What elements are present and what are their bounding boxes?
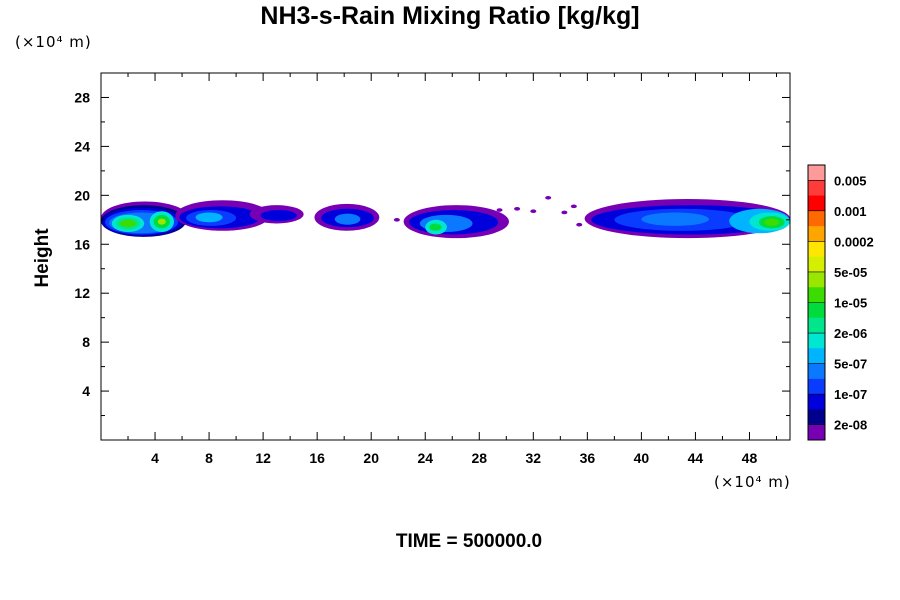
- contour-speck: [561, 210, 568, 215]
- contour-blob: [429, 223, 442, 231]
- contour-speck: [393, 218, 400, 222]
- colorbar-label: 2e-08: [834, 418, 867, 433]
- y-tick-label: 4: [82, 383, 90, 399]
- y-tick-labels: 4 8 12 16 20 24 28: [74, 89, 90, 399]
- colorbar-swatch: [808, 241, 825, 258]
- x-axis-unit: (×10⁴ m): [714, 473, 791, 491]
- contour-speck: [496, 208, 503, 212]
- colorbar-swatch: [808, 256, 825, 273]
- colorbar-swatch: [808, 287, 825, 303]
- colorbar-label: 5e-05: [834, 265, 867, 280]
- colorbar-swatch: [808, 409, 825, 426]
- colorbar-label: 1e-07: [834, 387, 867, 402]
- colorbar-label: 0.0002: [834, 234, 874, 249]
- colorbar-label: 0.005: [834, 173, 867, 188]
- x-tick-label: 44: [688, 450, 704, 466]
- colorbar-swatch: [808, 363, 825, 380]
- contour-blob: [334, 213, 361, 225]
- contour-speck: [219, 202, 226, 206]
- x-tick-label: 24: [417, 450, 433, 466]
- x-tick-label: 32: [526, 450, 542, 466]
- y-tick-label: 8: [82, 334, 90, 350]
- contour-speck: [545, 195, 552, 200]
- colorbar-swatch: [808, 348, 825, 365]
- x-tick-label: 28: [471, 450, 487, 466]
- y-tick-label: 24: [74, 138, 90, 154]
- x-tick-labels: 4 8 12 16 20 24 28 32 36 40 44 48: [151, 450, 757, 466]
- colorbar-label: 1e-05: [834, 296, 867, 311]
- time-label: TIME = 500000.0: [395, 531, 543, 552]
- colorbar-swatch: [808, 271, 825, 288]
- colorbar-swatch: [808, 378, 825, 395]
- colorbar-swatch: [808, 195, 825, 212]
- colorbar-swatch: [808, 165, 825, 181]
- colorbar-swatch: [808, 394, 825, 410]
- colorbar-swatch: [808, 210, 825, 227]
- colorbar-swatch: [808, 424, 825, 441]
- colorbar-swatch: [808, 180, 825, 197]
- x-tick-label: 36: [580, 450, 596, 466]
- y-tick-label: 28: [74, 89, 90, 105]
- y-tick-label: 20: [74, 187, 90, 203]
- contour-speck: [570, 204, 577, 209]
- y-axis-unit: (×10⁴ m): [15, 33, 92, 51]
- colorbar-label: 2e-06: [834, 326, 867, 341]
- x-tick-label: 16: [309, 450, 325, 466]
- x-tick-label: 12: [255, 450, 271, 466]
- colorbar: 0.005 0.001 0.0002 5e-05 1e-05 2e-06 5e-07 1e-0…: [807, 164, 874, 441]
- colorbar-swatch: [808, 317, 825, 334]
- y-tick-label: 12: [74, 285, 90, 301]
- contour-blob: [119, 219, 137, 228]
- colorbar-swatch: [808, 226, 825, 242]
- contour-blob: [764, 218, 780, 226]
- tick-marks: [101, 73, 790, 440]
- x-tick-label: 4: [151, 450, 159, 466]
- x-tick-label: 20: [363, 450, 379, 466]
- plot-frame: [100, 72, 791, 441]
- colorbar-swatch: [808, 302, 825, 319]
- x-tick-label: 8: [205, 450, 213, 466]
- contour-blob: [641, 212, 709, 226]
- chart-title: NH3-s-Rain Mixing Ratio [kg/kg]: [260, 2, 640, 30]
- contour-speck: [514, 206, 521, 211]
- x-tick-label: 48: [742, 450, 758, 466]
- contour-blob: [157, 218, 166, 225]
- contour-blob: [260, 210, 297, 222]
- contour-speck: [530, 209, 537, 214]
- y-tick-label: 16: [74, 236, 90, 252]
- contour-speck: [576, 222, 583, 227]
- colorbar-label: 0.001: [834, 204, 867, 219]
- colorbar-label: 5e-07: [834, 357, 867, 372]
- x-tick-label: 40: [634, 450, 650, 466]
- colorbar-swatch: [808, 333, 825, 349]
- contour-blob: [195, 212, 223, 223]
- plot-fill: [101, 195, 790, 239]
